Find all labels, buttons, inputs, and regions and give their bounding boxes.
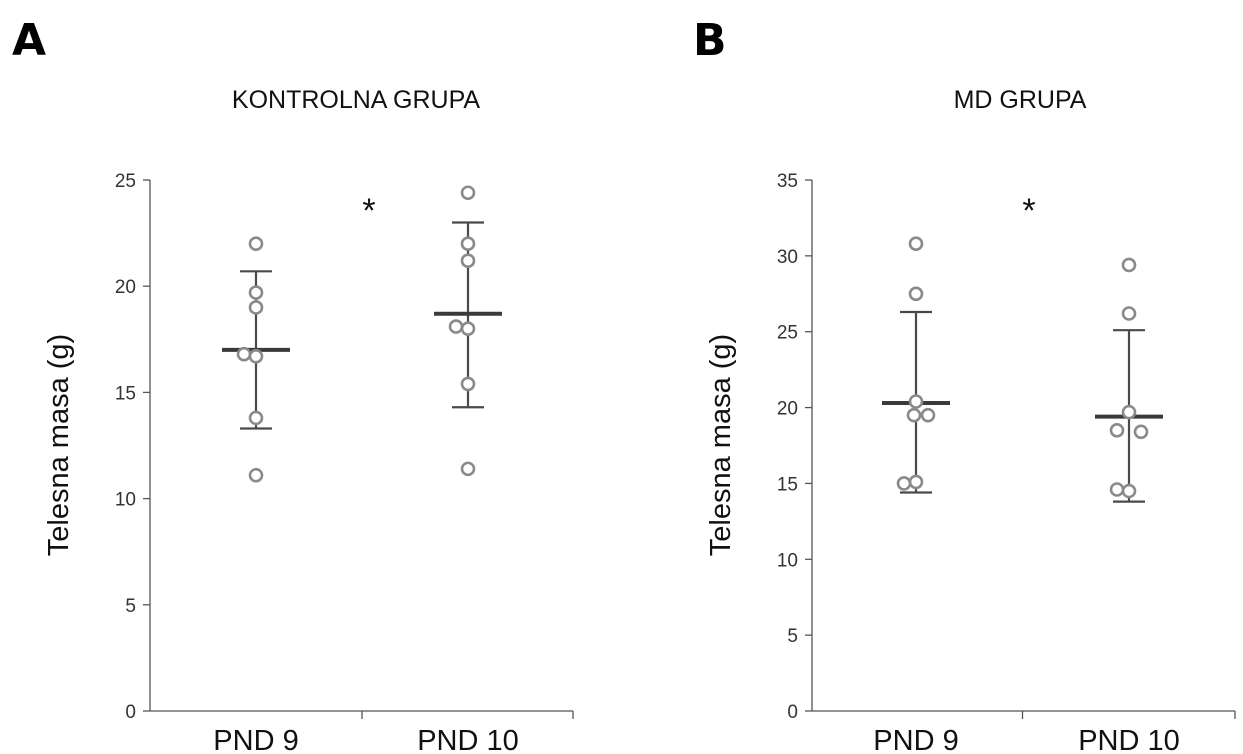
panel-a-y-tick-label: 20 [115, 277, 136, 298]
panel-b-y-axis-label: Telesna masa (g) [705, 334, 737, 556]
panel-b-data-point [908, 236, 924, 252]
panel-b-y-tick-label: 25 [777, 323, 798, 344]
panel-a-y-tick-label: 10 [115, 490, 136, 511]
panel-a-data-point [248, 300, 264, 315]
panel-b-data-point [1121, 257, 1137, 273]
panel-b-data-point [896, 476, 912, 491]
panel-b-x-tick-label: PND 9 [873, 725, 958, 754]
panel-a-data-point [460, 253, 476, 269]
panel-b-y-tick-label: 5 [787, 626, 798, 647]
panel-a-y-tick-label: 0 [125, 702, 136, 723]
panel-b-y-tick-label: 20 [777, 399, 798, 420]
panel-a-data-point [460, 236, 476, 252]
panel-b-letter: B [693, 15, 727, 66]
panel-a-data-point [448, 319, 464, 334]
panel-a-title: KONTROLNA GRUPA [232, 86, 481, 114]
panel-b-data-point [1109, 423, 1125, 438]
panel-b-data-point [908, 474, 924, 490]
panel-a-data-point [460, 461, 476, 477]
panel-a-data-point [236, 346, 252, 362]
panel-b-y-tick-label: 15 [777, 474, 798, 495]
panel-b-data-point [908, 286, 924, 302]
panel-b-data-point [1133, 424, 1149, 440]
panel-a-y-axis-label: Telesna masa (g) [43, 334, 75, 556]
panel-b-y-tick-label: 35 [777, 171, 798, 192]
panel-b-data-point [906, 407, 922, 423]
panel-a-data-point [248, 348, 264, 364]
panel-a-data-point [248, 236, 264, 252]
panel-b-y-tick-label: 30 [777, 247, 798, 268]
panel-a-data-point [248, 410, 264, 426]
panel-a-x-tick-label: PND 9 [213, 725, 298, 754]
panel-a-x-tick-label: PND 10 [417, 725, 519, 754]
panel-a-y-tick-label: 5 [125, 596, 136, 617]
panel-b-data-point [908, 394, 924, 409]
panel-b-data-point [1109, 482, 1125, 497]
panel-a-data-point [460, 185, 476, 201]
panel-b-significance-marker: * [1022, 192, 1035, 230]
panel-a-data-point [248, 467, 264, 483]
panel-b-x-tick-label: PND 10 [1078, 725, 1180, 754]
panel-b-y-tick-label: 10 [777, 550, 798, 571]
panel-b-data-point [1121, 306, 1137, 321]
panel-b-data-point [1121, 404, 1137, 420]
panel-a-y-tick-label: 15 [115, 383, 136, 404]
panel-a-significance-marker: * [362, 192, 375, 230]
panel-a-data-point [460, 376, 476, 392]
panel-b-y-tick-label: 0 [787, 702, 798, 723]
panel-b-data-point [920, 407, 936, 423]
panel-b-title: MD GRUPA [954, 86, 1087, 114]
panel-a-data-point [460, 321, 476, 336]
panel-a-letter: A [12, 15, 46, 66]
panel-a-data-point [248, 285, 264, 300]
panel-b-data-point [1121, 483, 1137, 499]
panel-a-y-tick-label: 25 [115, 171, 136, 192]
